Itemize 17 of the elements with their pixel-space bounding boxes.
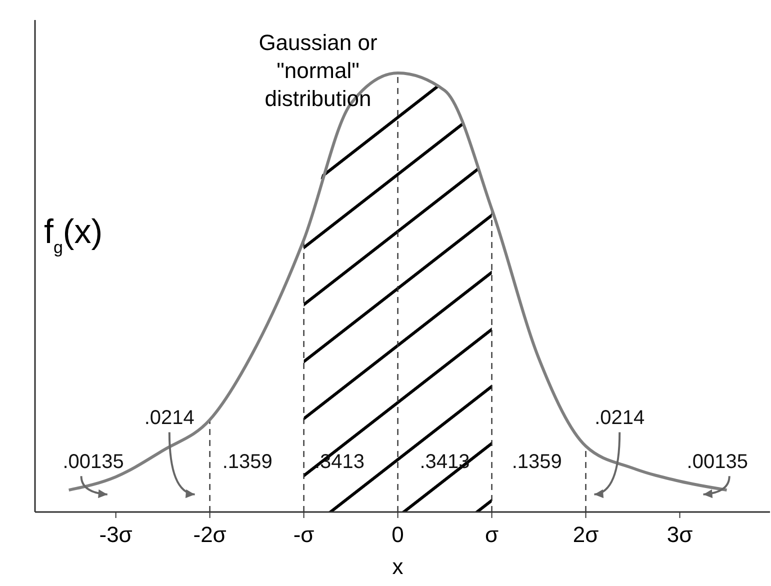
annotation: .0214	[594, 407, 645, 430]
x-tick-label: -3σ	[99, 522, 133, 547]
x-tick-label: σ	[485, 522, 499, 547]
x-tick-label: -σ	[293, 522, 315, 547]
annotation: .1359	[222, 451, 272, 474]
x-tick-label: 0	[392, 522, 404, 547]
x-tick-label: 2σ	[572, 522, 600, 547]
y-axis-title: f$_{g}$(x)	[44, 213, 103, 256]
x-tick-label: -2σ	[193, 522, 227, 547]
annotation: .0214	[144, 407, 194, 430]
annotation: Gaussian or "normal" distribution	[258, 30, 378, 111]
annotation: .1359	[512, 451, 562, 474]
annotation: .3413	[420, 451, 470, 474]
x-tick-label: 3σ	[666, 522, 694, 547]
annotation: .00135	[62, 451, 124, 474]
annotation: .00135	[686, 451, 748, 474]
x-axis-title: x	[392, 554, 404, 579]
